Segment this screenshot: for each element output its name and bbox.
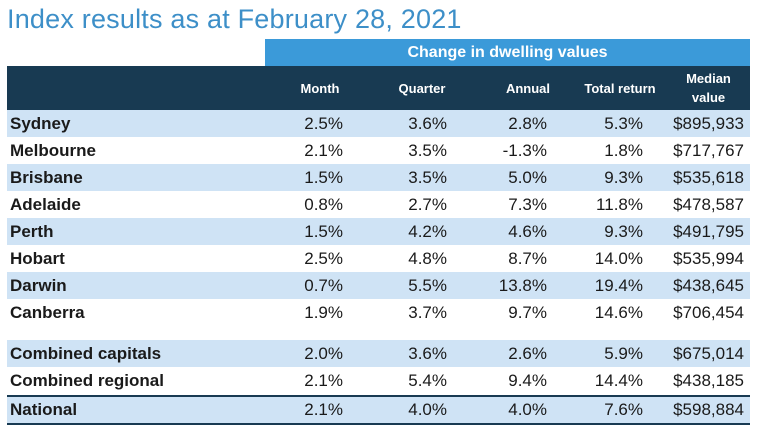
cell-total-return: 14.0%	[594, 249, 643, 268]
national-top-rule	[7, 395, 750, 397]
row-name: Sydney	[10, 114, 71, 133]
cell-quarter: 3.5%	[408, 141, 447, 160]
cell-annual: -1.3%	[502, 141, 547, 160]
cell-quarter: 4.2%	[408, 222, 447, 241]
cell-month: 2.5%	[304, 114, 343, 133]
cell-total-return: 5.9%	[604, 344, 643, 363]
cell-total-return: 5.3%	[604, 114, 643, 133]
table-row: Sydney 2.5% 3.6% 2.8% 5.3% $895,933	[7, 110, 750, 137]
cell-quarter: 4.0%	[408, 400, 447, 419]
group-header-label: Change in dwelling values	[407, 43, 608, 61]
cell-total-return: 9.3%	[604, 168, 643, 187]
cell-total-return: 1.8%	[604, 141, 643, 160]
cell-month: 2.1%	[304, 141, 343, 160]
cell-annual: 9.7%	[508, 303, 547, 322]
table-row: Hobart 2.5% 4.8% 8.7% 14.0% $535,994	[7, 245, 750, 272]
column-header-month: Month	[300, 80, 340, 96]
column-header-median-value: Median value	[667, 66, 750, 110]
cell-median: $598,884	[673, 400, 744, 419]
cell-quarter: 5.4%	[408, 371, 447, 390]
cell-total-return: 11.8%	[596, 195, 643, 214]
table-row: National 2.1% 4.0% 4.0% 7.6% $598,884	[7, 396, 750, 423]
cell-month: 2.5%	[304, 249, 343, 268]
table-row: Perth 1.5% 4.2% 4.6% 9.3% $491,795	[7, 218, 750, 245]
table-row: Combined regional 2.1% 5.4% 9.4% 14.4% $438,1…	[7, 367, 750, 394]
national-bottom-rule	[7, 423, 750, 425]
cell-total-return: 7.6%	[604, 400, 643, 419]
row-name: Adelaide	[10, 195, 81, 214]
cell-annual: 7.3%	[508, 195, 547, 214]
column-header-median-line1: Median	[686, 71, 731, 86]
column-header-annual: Annual	[505, 80, 551, 96]
column-header-quarter: Quarter	[398, 80, 446, 96]
cell-quarter: 3.6%	[408, 114, 447, 133]
page-title: Index results as at February 28, 2021	[7, 4, 462, 34]
cell-annual: 4.0%	[508, 400, 547, 419]
cell-annual: 2.6%	[508, 344, 547, 363]
row-name: Combined regional	[10, 371, 164, 390]
cell-annual: 2.8%	[508, 114, 547, 133]
cell-median: $706,454	[673, 303, 744, 322]
cell-quarter: 4.8%	[408, 249, 447, 268]
row-name: National	[10, 400, 78, 419]
table-row: Darwin 0.7% 5.5% 13.8% 19.4% $438,645	[7, 272, 750, 299]
cell-median: $491,795	[673, 222, 744, 241]
cell-annual: 9.4%	[508, 371, 547, 390]
column-header-row: Month Quarter Annual Total return Median…	[7, 66, 750, 110]
cell-median: $438,185	[673, 371, 744, 390]
cell-annual: 4.6%	[508, 222, 547, 241]
cell-month: 1.5%	[304, 168, 343, 187]
column-header-median-line2: value	[691, 90, 726, 105]
cell-median: $717,767	[673, 141, 744, 160]
row-name: Canberra	[10, 303, 85, 322]
cell-month: 0.8%	[304, 195, 343, 214]
cell-total-return: 14.4%	[594, 371, 643, 390]
row-name: Darwin	[10, 276, 67, 295]
cell-median: $535,994	[673, 249, 744, 268]
cell-median: $438,645	[673, 276, 744, 295]
row-name: Melbourne	[10, 141, 96, 160]
table-row: Brisbane 1.5% 3.5% 5.0% 9.3% $535,618	[7, 164, 750, 191]
cell-quarter: 3.6%	[408, 344, 447, 363]
cell-month: 1.9%	[304, 303, 343, 322]
column-header-total-return: Total return	[584, 80, 656, 96]
cell-quarter: 2.7%	[408, 195, 447, 214]
cell-quarter: 3.7%	[408, 303, 447, 322]
row-name: Perth	[10, 222, 54, 241]
cell-month: 1.5%	[304, 222, 343, 241]
cell-quarter: 5.5%	[408, 276, 447, 295]
cell-month: 2.1%	[304, 400, 343, 419]
cell-month: 0.7%	[304, 276, 343, 295]
cell-total-return: 19.4%	[594, 276, 643, 295]
cell-total-return: 14.6%	[594, 303, 643, 322]
row-name: Combined capitals	[10, 344, 162, 363]
cell-median: $478,587	[673, 195, 744, 214]
cell-median: $675,014	[673, 344, 744, 363]
table-row: Canberra 1.9% 3.7% 9.7% 14.6% $706,454	[7, 299, 750, 326]
cell-quarter: 3.5%	[408, 168, 447, 187]
cell-annual: 13.8%	[498, 276, 547, 295]
table-row: Combined capitals 2.0% 3.6% 2.6% 5.9% $675,01…	[7, 340, 750, 367]
row-name: Hobart	[10, 249, 65, 268]
cell-total-return: 9.3%	[604, 222, 643, 241]
cell-median: $535,618	[673, 168, 744, 187]
table-row: Melbourne 2.1% 3.5% -1.3% 1.8% $717,767	[7, 137, 750, 164]
table-row: Adelaide 0.8% 2.7% 7.3% 11.8% $478,587	[7, 191, 750, 218]
group-header: Change in dwelling values	[265, 39, 750, 66]
cell-median: $895,933	[673, 114, 744, 133]
cell-month: 2.1%	[304, 371, 343, 390]
cell-month: 2.0%	[304, 344, 343, 363]
row-name: Brisbane	[10, 168, 83, 187]
cell-annual: 5.0%	[508, 168, 547, 187]
cell-annual: 8.7%	[508, 249, 547, 268]
